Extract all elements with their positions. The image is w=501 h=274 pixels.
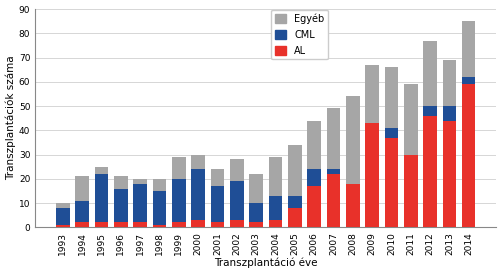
- Bar: [326, 174, 340, 227]
- Bar: [191, 155, 204, 169]
- Bar: [384, 138, 397, 227]
- Bar: [288, 145, 301, 196]
- Bar: [307, 186, 320, 227]
- Bar: [56, 208, 70, 225]
- Bar: [307, 121, 320, 169]
- Bar: [95, 222, 108, 227]
- Bar: [75, 201, 89, 222]
- Bar: [461, 84, 474, 227]
- Bar: [191, 220, 204, 227]
- Legend: Egyéb, CML, AL: Egyéb, CML, AL: [270, 10, 328, 59]
- Bar: [191, 169, 204, 220]
- Bar: [152, 191, 166, 225]
- Bar: [268, 157, 282, 196]
- Bar: [345, 184, 359, 227]
- Bar: [114, 189, 127, 222]
- Bar: [95, 174, 108, 222]
- Bar: [345, 96, 359, 184]
- Bar: [461, 21, 474, 77]
- Bar: [114, 222, 127, 227]
- Bar: [210, 222, 224, 227]
- Bar: [268, 196, 282, 220]
- Bar: [422, 116, 436, 227]
- Bar: [133, 184, 147, 222]
- Bar: [229, 159, 243, 181]
- Bar: [326, 169, 340, 174]
- Bar: [210, 186, 224, 222]
- Bar: [461, 77, 474, 84]
- Bar: [172, 157, 185, 179]
- Bar: [422, 41, 436, 106]
- Bar: [249, 203, 263, 222]
- Bar: [56, 225, 70, 227]
- Bar: [422, 106, 436, 116]
- Bar: [403, 155, 417, 227]
- Bar: [268, 220, 282, 227]
- Bar: [56, 203, 70, 208]
- Bar: [326, 109, 340, 169]
- Bar: [229, 181, 243, 220]
- Bar: [152, 225, 166, 227]
- Bar: [288, 196, 301, 208]
- Bar: [384, 128, 397, 138]
- Bar: [133, 222, 147, 227]
- Bar: [95, 167, 108, 174]
- Bar: [249, 174, 263, 203]
- Y-axis label: Transzplantációk száma: Transzplantációk száma: [6, 56, 16, 181]
- Bar: [172, 179, 185, 222]
- Bar: [210, 169, 224, 186]
- Bar: [442, 106, 455, 121]
- Bar: [403, 84, 417, 155]
- Bar: [114, 176, 127, 189]
- Bar: [384, 67, 397, 128]
- Bar: [365, 123, 378, 227]
- Bar: [152, 179, 166, 191]
- Bar: [229, 220, 243, 227]
- Bar: [442, 121, 455, 227]
- Bar: [75, 222, 89, 227]
- Bar: [249, 222, 263, 227]
- X-axis label: Transzplantáció éve: Transzplantáció éve: [213, 258, 317, 269]
- Bar: [172, 222, 185, 227]
- Bar: [307, 169, 320, 186]
- Bar: [288, 208, 301, 227]
- Bar: [442, 60, 455, 106]
- Bar: [365, 65, 378, 123]
- Bar: [133, 179, 147, 184]
- Bar: [75, 176, 89, 201]
